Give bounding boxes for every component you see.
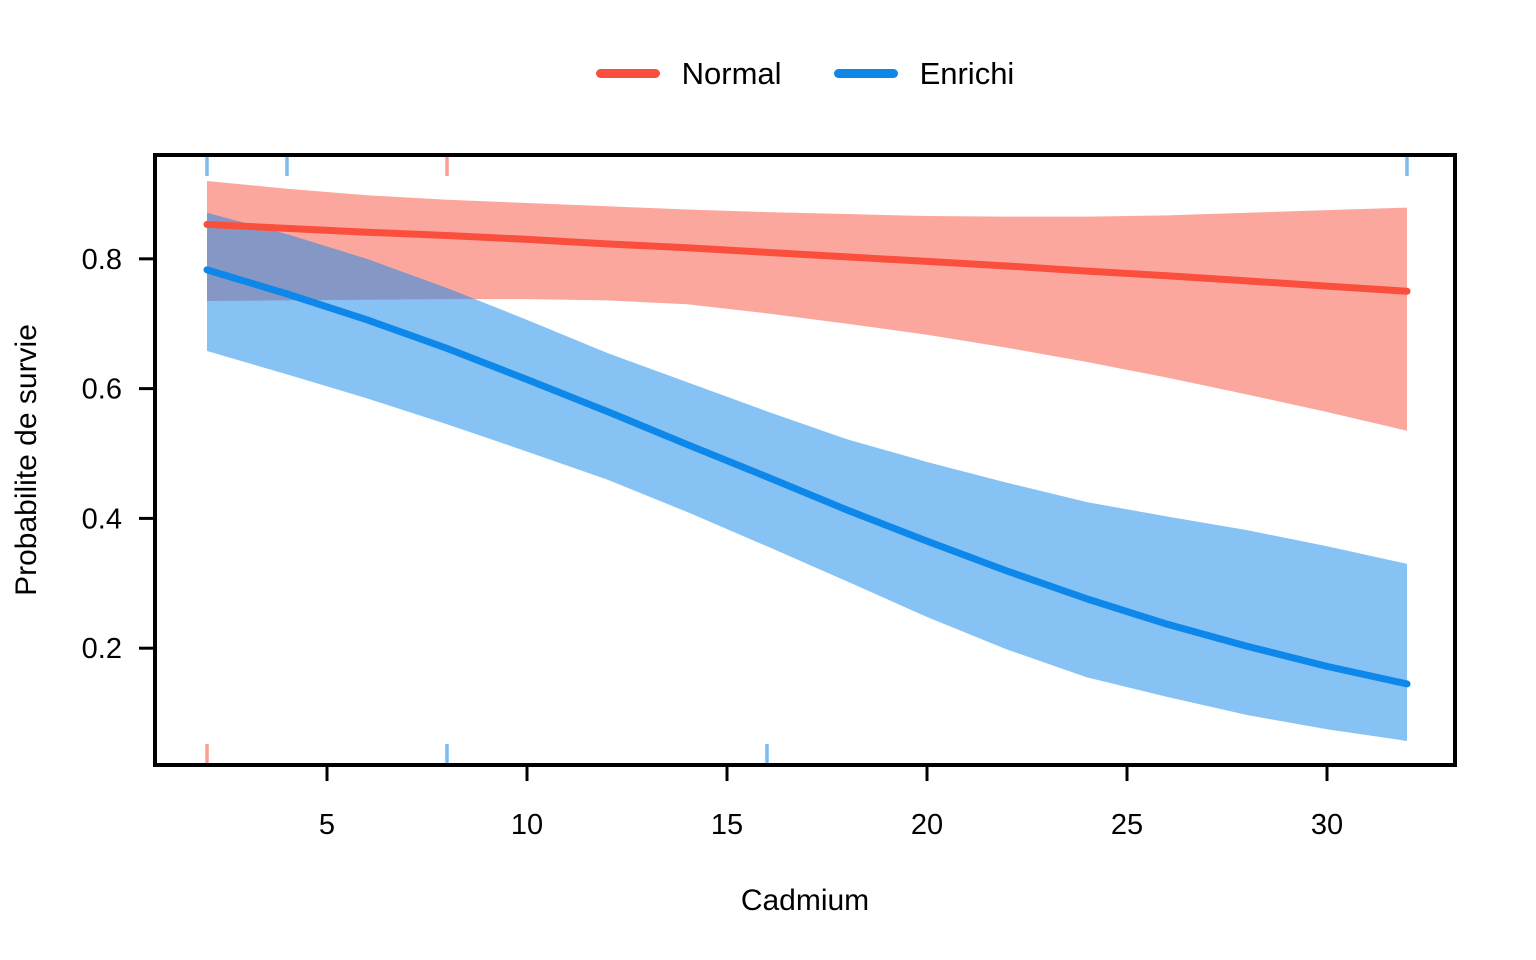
- legend-item-normal: Normal: [595, 56, 782, 91]
- y-axis-tick-label: 0.8: [82, 244, 122, 276]
- fitted-line-normal: [203, 220, 1411, 295]
- x-axis-tick-label: 20: [911, 809, 943, 841]
- chart-legend: Normal Enrichi: [155, 58, 1455, 89]
- y-axis-title: Probabilite de survie: [10, 324, 43, 596]
- confidence-bands-layer: [207, 180, 1407, 741]
- x-axis-tick-label: 5: [319, 809, 335, 841]
- fitted-line-enrichi: [203, 266, 1411, 688]
- x-axis-tick-label: 10: [511, 809, 543, 841]
- legend-label-enrichi: Enrichi: [919, 56, 1015, 91]
- x-axis-title: Cadmium: [741, 884, 869, 917]
- rug-marks-layer: [205, 157, 1409, 763]
- regression-lines-layer: [203, 220, 1411, 688]
- y-axis-tick-label: 0.6: [82, 374, 122, 406]
- legend-line-enrichi-icon: [833, 69, 898, 78]
- plot-border: [153, 153, 1457, 767]
- x-axis-tick-label: 30: [1311, 809, 1343, 841]
- axes-layer: 5 10 15 20 25 30 0.2 0.4 0.6 0.8: [82, 244, 1343, 841]
- confidence-band-enrichi: [207, 212, 1407, 741]
- legend-item-enrichi: Enrichi: [833, 56, 1015, 91]
- legend-line-normal-icon: [595, 69, 660, 78]
- confidence-band-normal: [207, 180, 1407, 431]
- x-axis-tick-label: 15: [711, 809, 743, 841]
- x-axis-tick-label: 25: [1111, 809, 1143, 841]
- y-axis-tick-label: 0.2: [82, 633, 122, 665]
- legend-label-normal: Normal: [681, 56, 782, 91]
- y-axis-tick-label: 0.4: [82, 503, 122, 535]
